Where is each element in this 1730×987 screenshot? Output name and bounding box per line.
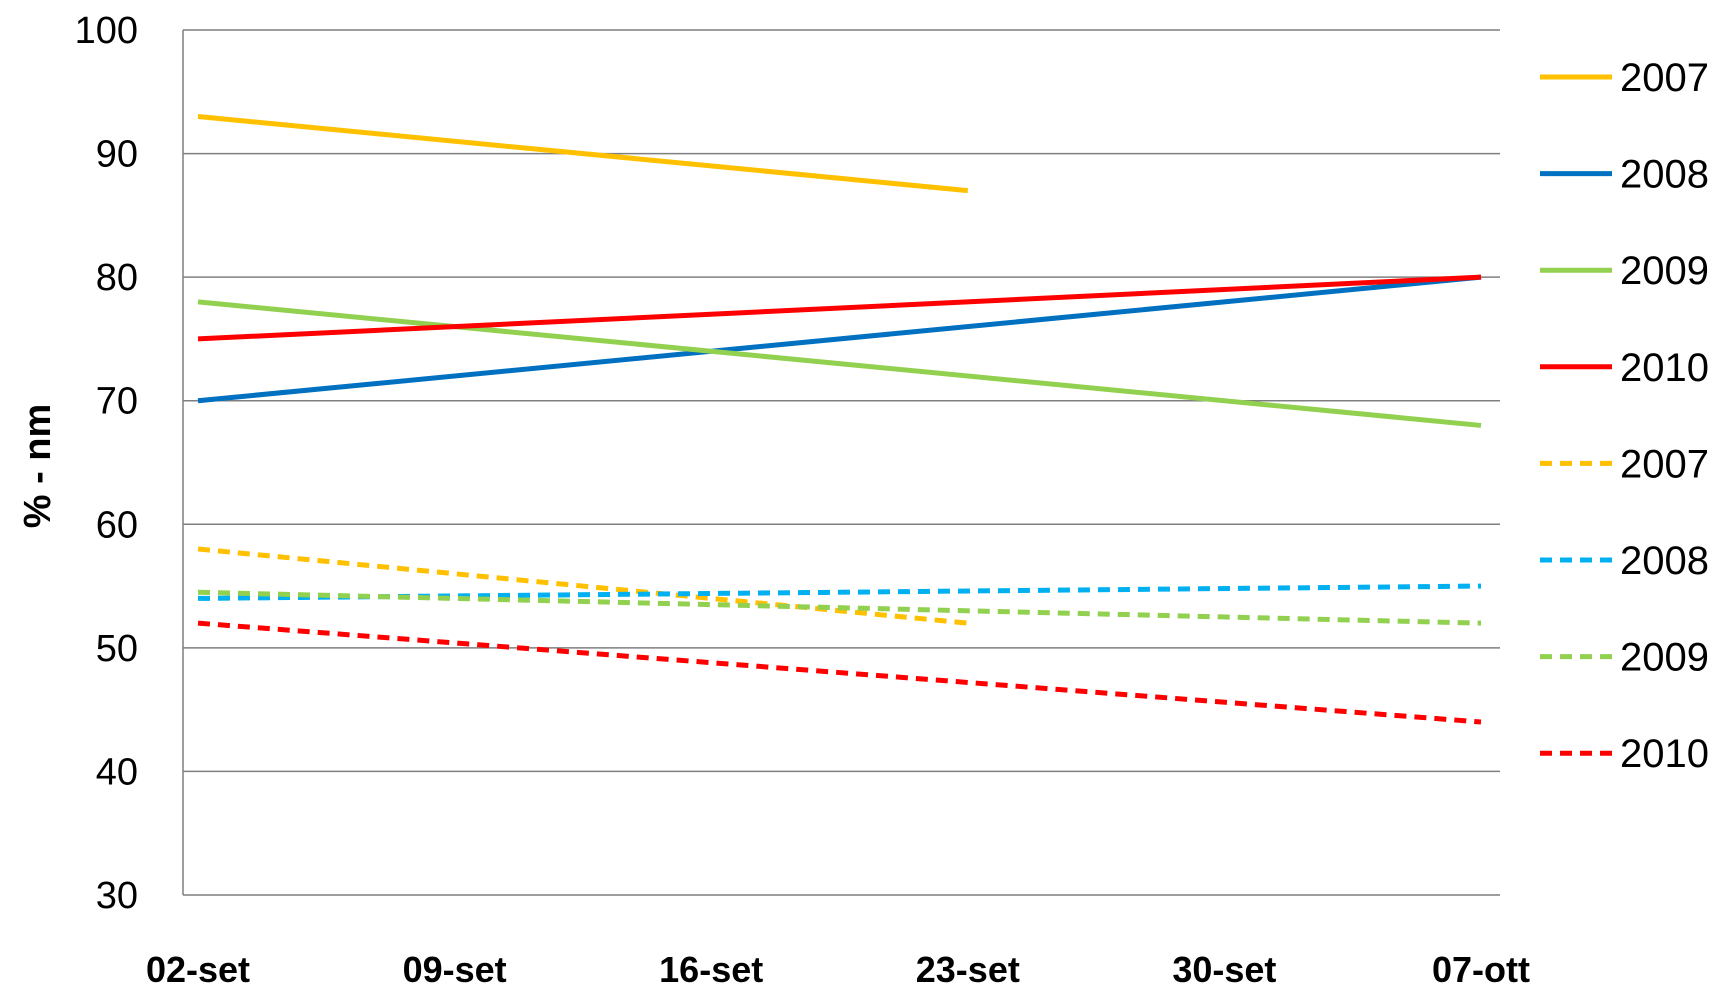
series-line-2010-dashed	[197, 620, 1482, 725]
legend-label: 2008	[1620, 539, 1709, 583]
x-tick-label: 23-set	[916, 949, 1020, 987]
x-tick-label: 30-set	[1172, 949, 1276, 987]
series-line-2008-dashed	[197, 583, 1482, 601]
y-tick-label: 50	[96, 628, 138, 670]
y-tick-label: 40	[96, 751, 138, 793]
series-line-2010-solid	[197, 274, 1482, 342]
x-tick-label: 07-ott	[1432, 949, 1530, 987]
y-axis-ticks: 30 40 50 60 70 80 90 100	[75, 10, 138, 917]
series-line-2009-solid	[197, 299, 1482, 428]
legend-label: 2007	[1620, 442, 1709, 486]
series-line-2007-dashed	[197, 546, 969, 626]
legend-label: 2010	[1620, 732, 1709, 776]
x-tick-label: 16-set	[659, 949, 763, 987]
series-line-2008-solid	[197, 274, 1482, 404]
x-tick-label: 09-set	[403, 949, 507, 987]
y-tick-label: 70	[96, 381, 138, 423]
series-line-2009-dashed	[197, 589, 1482, 626]
legend-label: 2008	[1620, 153, 1709, 197]
series-lines	[197, 114, 1482, 725]
legend: 2007 2008 2009 2010 2007 2008 2009 2010	[1540, 56, 1709, 776]
series-line-2007-solid	[197, 114, 969, 194]
legend-label: 2010	[1620, 346, 1709, 390]
y-axis-title: % - nm	[17, 404, 59, 529]
legend-label: 2009	[1620, 636, 1709, 680]
legend-label: 2009	[1620, 249, 1709, 293]
x-axis-ticks: 02-set 09-set 16-set 23-set 30-set 07-ott	[146, 949, 1530, 987]
y-tick-label: 30	[96, 875, 138, 917]
y-tick-label: 80	[96, 257, 138, 299]
y-tick-label: 90	[96, 134, 138, 176]
grid-lines	[182, 29, 1500, 896]
y-tick-label: 60	[96, 504, 138, 546]
y-tick-label: 100	[75, 10, 138, 52]
legend-label: 2007	[1620, 56, 1709, 100]
x-tick-label: 02-set	[146, 949, 250, 987]
